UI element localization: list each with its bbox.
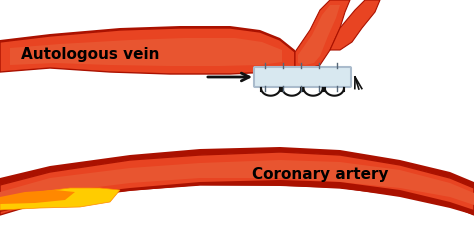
Polygon shape <box>10 38 282 66</box>
FancyBboxPatch shape <box>254 67 351 87</box>
Polygon shape <box>0 160 474 207</box>
Polygon shape <box>330 0 380 50</box>
Polygon shape <box>0 152 474 215</box>
Polygon shape <box>0 28 295 74</box>
Polygon shape <box>0 147 474 188</box>
Text: Coronary artery: Coronary artery <box>252 167 388 183</box>
Polygon shape <box>0 190 75 204</box>
Text: Autologous vein: Autologous vein <box>21 48 159 62</box>
Polygon shape <box>298 5 340 65</box>
Polygon shape <box>0 188 120 210</box>
Polygon shape <box>10 190 100 207</box>
Polygon shape <box>295 0 350 68</box>
Polygon shape <box>0 180 474 215</box>
Polygon shape <box>0 26 295 52</box>
